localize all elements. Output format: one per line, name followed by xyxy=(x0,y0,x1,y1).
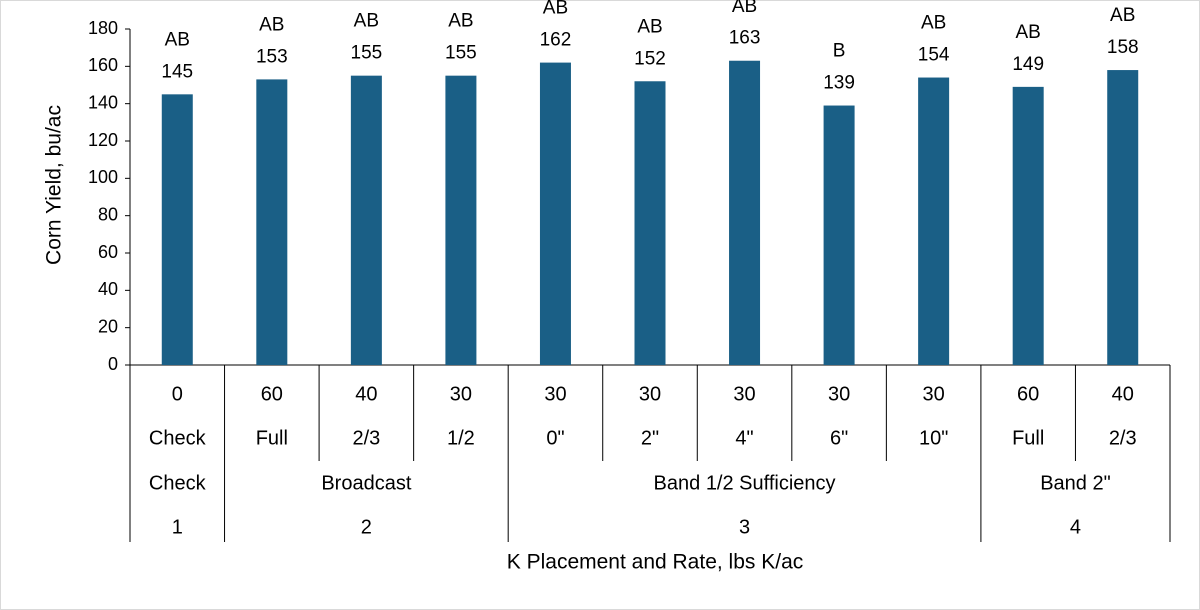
significance-letter: AB xyxy=(448,11,473,32)
category-detail-label: 10" xyxy=(919,427,948,449)
category-detail-label: 6" xyxy=(830,427,848,449)
category-rate-label: 60 xyxy=(1017,383,1039,405)
bar xyxy=(445,75,477,366)
y-tick-label: 0 xyxy=(108,354,118,374)
bar-value-label: 155 xyxy=(445,43,477,64)
bar xyxy=(539,62,571,365)
bar xyxy=(1012,86,1044,365)
category-detail-label: 2" xyxy=(641,427,659,449)
y-tick-label: 80 xyxy=(98,204,118,224)
category-detail-label: 2/3 xyxy=(352,427,380,449)
significance-letter: AB xyxy=(637,16,662,37)
group-placement-label: Check xyxy=(149,472,207,494)
category-rate-label: 40 xyxy=(1112,383,1134,405)
significance-letter: B xyxy=(833,41,846,62)
category-rate-label: 30 xyxy=(450,383,472,405)
y-tick-label: 180 xyxy=(88,18,118,38)
significance-letter: AB xyxy=(921,13,946,34)
bar xyxy=(350,75,382,366)
significance-letter: AB xyxy=(1016,22,1041,43)
bar xyxy=(918,77,950,366)
group-placement-label: Band 2" xyxy=(1040,472,1111,494)
category-detail-label: 4" xyxy=(735,427,753,449)
category-rate-label: 0 xyxy=(172,383,183,405)
category-rate-label: 30 xyxy=(639,383,661,405)
y-tick-label: 40 xyxy=(98,279,118,299)
group-placement-label: Broadcast xyxy=(321,472,411,494)
y-axis-title: Corn Yield, bu/ac xyxy=(43,105,66,265)
significance-letter: AB xyxy=(732,0,757,17)
significance-letter: AB xyxy=(1110,5,1135,26)
y-tick-label: 140 xyxy=(88,92,118,112)
category-rate-label: 30 xyxy=(544,383,566,405)
category-rate-label: 60 xyxy=(261,383,283,405)
y-tick-label: 60 xyxy=(98,242,118,262)
category-detail-label: 0" xyxy=(546,427,564,449)
bar xyxy=(1107,70,1139,366)
significance-letter: AB xyxy=(354,11,379,32)
category-rate-label: 40 xyxy=(355,383,377,405)
significance-letter: AB xyxy=(543,0,568,19)
bar-value-label: 145 xyxy=(161,61,193,82)
bar-value-label: 153 xyxy=(256,46,288,67)
bar xyxy=(823,105,855,366)
bar-value-label: 163 xyxy=(729,28,761,49)
category-rate-label: 30 xyxy=(923,383,945,405)
category-detail-label: Full xyxy=(256,427,288,449)
bar-value-label: 162 xyxy=(540,30,572,51)
bar xyxy=(634,81,666,366)
bar xyxy=(256,79,288,366)
y-tick-label: 100 xyxy=(88,167,118,187)
bar-value-label: 154 xyxy=(918,45,950,66)
group-placement-label: Band 1/2 Sufficiency xyxy=(654,472,836,494)
bar-value-label: 158 xyxy=(1107,37,1139,58)
category-detail-label: 1/2 xyxy=(447,427,475,449)
x-axis-title: K Placement and Rate, lbs K/ac xyxy=(507,551,804,574)
y-tick-label: 120 xyxy=(88,130,118,150)
bar-value-label: 139 xyxy=(823,73,855,94)
category-detail-label: Check xyxy=(149,427,207,449)
significance-letter: AB xyxy=(259,14,284,35)
group-number-label: 3 xyxy=(739,516,750,538)
category-detail-label: Full xyxy=(1012,427,1044,449)
group-number-label: 4 xyxy=(1070,516,1081,538)
group-number-label: 1 xyxy=(172,516,183,538)
bar-value-label: 149 xyxy=(1012,54,1044,75)
bar xyxy=(161,94,193,365)
y-tick-label: 160 xyxy=(88,55,118,75)
bar-value-label: 155 xyxy=(351,43,383,64)
category-rate-label: 30 xyxy=(733,383,755,405)
bar-value-label: 152 xyxy=(634,48,666,69)
significance-letter: AB xyxy=(165,29,190,50)
category-detail-label: 2/3 xyxy=(1109,427,1137,449)
category-rate-label: 30 xyxy=(828,383,850,405)
y-tick-label: 20 xyxy=(98,316,118,336)
bar xyxy=(729,60,761,365)
group-number-label: 2 xyxy=(361,516,372,538)
